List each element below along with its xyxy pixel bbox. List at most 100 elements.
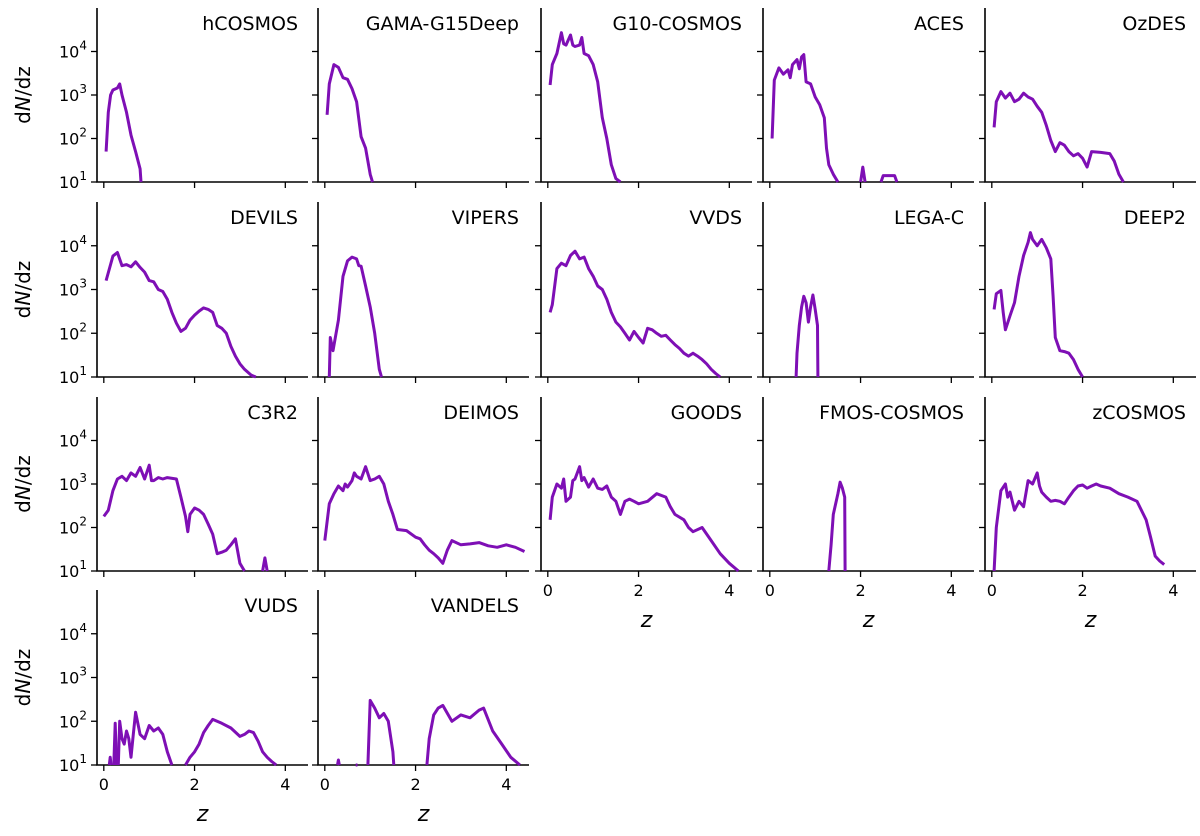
dndz-line: [102, 463, 246, 572]
dndz-line: [325, 63, 374, 183]
dndz-line: [992, 231, 1084, 378]
x-tick-label: 4: [946, 581, 956, 600]
dndz-line: [261, 556, 269, 572]
panel-title: C3R2: [247, 402, 298, 424]
y-tick-label: 102: [59, 126, 87, 149]
dndz-line: [112, 721, 118, 766]
dndz-line: [366, 698, 396, 766]
dndz-line: [992, 90, 1125, 183]
y-axis-label: dN/dz: [11, 66, 35, 124]
dndz-line: [827, 480, 847, 572]
panel-title: VIPERS: [452, 207, 519, 229]
y-axis-label: dN/dz: [11, 455, 35, 513]
panel-vuds: 101 102 103 104 0 2 4 z dN/dz VUDS: [11, 590, 308, 827]
panel-vandels: 0 2 4 z VANDELS: [312, 590, 529, 827]
panel-title: G10-COSMOS: [613, 13, 742, 35]
dndz-line: [425, 703, 521, 767]
panel-g10-cosmos: G10-COSMOS: [535, 8, 752, 188]
y-tick-label: 103: [59, 665, 87, 688]
x-tick-label: 2: [410, 775, 420, 794]
dndz-line: [336, 758, 341, 766]
x-axis-label: z: [640, 608, 653, 633]
x-tick-label: 0: [320, 775, 330, 794]
x-axis-label: z: [417, 802, 430, 827]
dndz-line: [548, 31, 622, 184]
x-tick-label: 0: [765, 581, 775, 600]
x-tick-label: 2: [633, 581, 643, 600]
panel-title: hCOSMOS: [202, 13, 298, 35]
x-axis-label: z: [862, 608, 875, 633]
panel-title: DEVILS: [230, 207, 298, 229]
panel-title: ACES: [914, 13, 964, 35]
panel-title: OzDES: [1122, 13, 1186, 35]
panel-deep2: DEEP2: [979, 202, 1196, 383]
x-tick-label: 2: [189, 775, 199, 794]
panel-title: GOODS: [671, 402, 742, 424]
dndz-line: [116, 710, 174, 766]
panel-title: DEEP2: [1124, 207, 1186, 229]
panel-title: VUDS: [244, 595, 298, 617]
panel-fmos-cosmos: 0 2 4 z FMOS-COSMOS: [757, 397, 974, 633]
dndz-line: [992, 471, 1166, 572]
panel-deimos: DEIMOS: [312, 397, 529, 577]
dndz-line: [770, 53, 840, 183]
y-tick-label: 102: [59, 320, 87, 343]
panel-title: VVDS: [689, 207, 742, 229]
y-tick-label: 101: [59, 558, 87, 581]
dndz-line: [859, 165, 867, 183]
x-tick-label: 2: [1077, 581, 1087, 600]
panel-zcosmos: 0 2 4 z zCOSMOS: [979, 397, 1196, 633]
y-axis-label: dN/dz: [11, 649, 35, 707]
dndz-line: [184, 717, 278, 767]
y-tick-label: 103: [59, 471, 87, 494]
x-tick-label: 0: [987, 581, 997, 600]
y-tick-label: 102: [59, 708, 87, 731]
panel-title: zCOSMOS: [1092, 402, 1186, 424]
panel-vvds: VVDS: [535, 202, 752, 383]
panel-title: FMOS-COSMOS: [819, 402, 964, 424]
y-axis-label: dN/dz: [11, 261, 35, 319]
y-tick-label: 101: [59, 364, 87, 387]
panel-hcosmos: 101 102 103 104 dN/dz hCOSMOS: [11, 8, 308, 192]
y-tick-label: 104: [59, 233, 87, 256]
panel-gama-g15deep: GAMA-G15Deep: [312, 8, 529, 188]
dndz-line: [327, 255, 383, 378]
x-tick-label: 4: [724, 581, 734, 600]
dndz-line: [879, 174, 899, 183]
dndz-line: [548, 249, 722, 379]
x-tick-label: 2: [855, 581, 865, 600]
y-tick-label: 101: [59, 169, 87, 192]
panel-title: DEIMOS: [443, 402, 519, 424]
x-tick-label: 0: [99, 775, 109, 794]
panel-c3r2: 101 102 103 104 dN/dz C3R2: [11, 397, 308, 581]
dndz-line: [104, 251, 257, 379]
dndz-line: [323, 465, 526, 565]
panel-title: LEGA-C: [894, 207, 964, 229]
panel-vipers: VIPERS: [312, 202, 529, 383]
x-tick-label: 4: [280, 775, 290, 794]
y-tick-label: 104: [59, 621, 87, 644]
y-tick-label: 104: [59, 39, 87, 62]
panel-goods: 0 2 4 z GOODS: [535, 397, 752, 633]
x-axis-label: z: [1084, 608, 1097, 633]
y-tick-label: 102: [59, 515, 87, 538]
y-tick-label: 103: [59, 82, 87, 105]
x-tick-label: 4: [1168, 581, 1178, 600]
dndz-line: [548, 465, 740, 573]
panel-title: VANDELS: [431, 595, 519, 617]
panel-lega-c: LEGA-C: [757, 202, 974, 383]
y-tick-label: 103: [59, 277, 87, 300]
panel-title: GAMA-G15Deep: [366, 13, 519, 35]
panel-aces: ACES: [757, 8, 974, 188]
x-tick-label: 4: [501, 775, 511, 794]
panel-devils: 101 102 103 104 dN/dz DEVILS: [11, 202, 308, 387]
x-axis-label: z: [196, 802, 209, 827]
dndz-line: [104, 82, 143, 183]
dndz-line: [107, 755, 113, 766]
x-tick-label: 0: [543, 581, 553, 600]
dndz-line: [794, 293, 820, 378]
y-tick-label: 101: [59, 752, 87, 775]
y-tick-label: 104: [59, 428, 87, 451]
panel-ozdes: OzDES: [979, 8, 1196, 188]
